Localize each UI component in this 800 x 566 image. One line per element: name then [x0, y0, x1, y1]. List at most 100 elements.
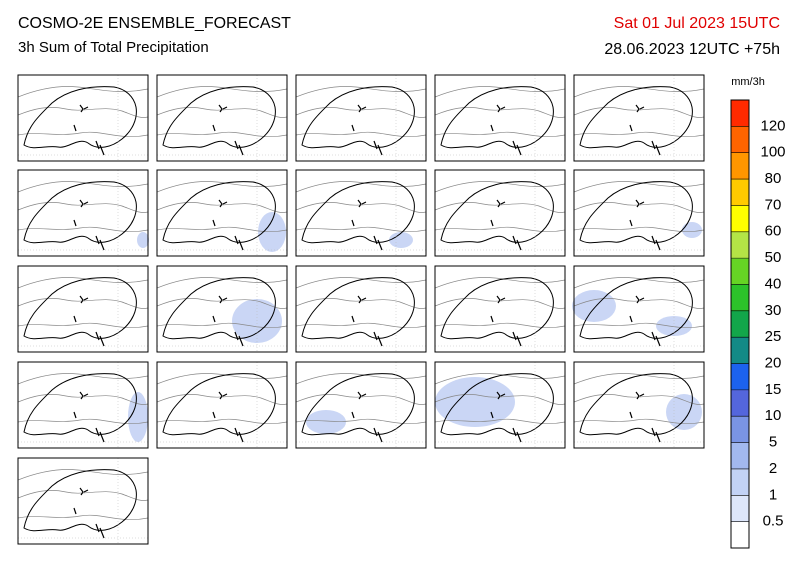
panel-background: [435, 170, 565, 256]
panel-background: [574, 170, 704, 256]
colorbar-label: 70: [765, 196, 782, 213]
precip-area: [306, 410, 346, 434]
panels: [17, 74, 705, 545]
map-panel: [156, 361, 288, 449]
panel-background: [18, 170, 148, 256]
map-panel: [434, 169, 566, 257]
colorbar-label: 80: [765, 170, 782, 187]
colorbar-label: 0.5: [763, 513, 784, 530]
panel-frame: [295, 361, 427, 449]
colorbar-swatch: [731, 205, 749, 232]
panel-background: [435, 75, 565, 161]
colorbar-label: 50: [765, 249, 782, 266]
panel-frame: [156, 361, 288, 449]
colorbar-label: 10: [765, 407, 782, 424]
precip-area: [389, 232, 413, 248]
panel-background: [296, 362, 426, 448]
panel-frame: [573, 265, 705, 353]
map-panel: [17, 169, 149, 257]
map-panel: [573, 74, 705, 162]
colorbar-swatch: [731, 521, 749, 548]
map-panel: [434, 74, 566, 162]
panel-frame: [434, 265, 566, 353]
map-panel: [156, 74, 288, 162]
map-panel: [156, 169, 288, 257]
map-panel: [434, 361, 566, 449]
map-panel: [17, 74, 149, 162]
panel-background: [157, 75, 287, 161]
map-panel: [573, 169, 705, 257]
precip-area: [137, 232, 149, 248]
colorbar-swatch: [731, 389, 749, 417]
panel-frame: [434, 169, 566, 257]
colorbar-label: 25: [765, 328, 782, 345]
panel-frame: [17, 361, 149, 449]
map-panel: [573, 361, 705, 449]
panel-frame: [17, 74, 149, 162]
precip-area: [435, 377, 515, 427]
colorbar-swatch: [731, 284, 749, 311]
map-panel: [295, 74, 427, 162]
map-panel: [295, 169, 427, 257]
panel-background: [574, 75, 704, 161]
colorbar-label: 30: [765, 302, 782, 319]
colorbar-swatch: [731, 310, 749, 338]
panel-frame: [17, 457, 149, 545]
panel-frame: [295, 169, 427, 257]
colorbar-swatch: [731, 363, 749, 390]
colorbar-label: 5: [769, 434, 777, 451]
colorbar-swatch: [731, 495, 749, 522]
panel-frame: [295, 74, 427, 162]
title: COSMO-2E ENSEMBLE_FORECAST: [18, 15, 291, 32]
precip-area: [572, 290, 616, 322]
map-panel: [295, 361, 427, 449]
colorbar-label: 20: [765, 354, 782, 371]
panel-background: [18, 458, 148, 544]
panel-frame: [156, 74, 288, 162]
colorbar-label: 1: [769, 486, 777, 503]
colorbar-swatch: [731, 468, 749, 496]
map-panel: [572, 265, 705, 353]
map-panel: [17, 457, 149, 545]
subtitle: 3h Sum of Total Precipitation: [18, 39, 209, 56]
colorbar-label: 40: [765, 275, 782, 292]
panel-frame: [573, 361, 705, 449]
panel-background: [296, 75, 426, 161]
colorbar-unit: mm/3h: [731, 76, 765, 88]
panel-frame: [434, 74, 566, 162]
precip-area: [682, 222, 702, 238]
precip-area: [666, 394, 702, 430]
colorbar-swatch: [731, 179, 749, 206]
colorbar-label: 15: [765, 381, 782, 398]
panel-frame: [295, 265, 427, 353]
colorbar-swatch: [731, 100, 749, 127]
colorbar-label: 60: [765, 223, 782, 240]
panel-background: [435, 266, 565, 352]
colorbar-swatch: [731, 442, 749, 469]
colorbar-label: 2: [769, 460, 777, 477]
map-panel: [156, 265, 288, 353]
colorbar-label: 100: [760, 144, 785, 161]
colorbar-swatch: [731, 231, 749, 259]
map-panel: [295, 265, 427, 353]
map-panel: [434, 265, 566, 353]
map-panel: [17, 265, 149, 353]
panel-frame: [17, 265, 149, 353]
panel-frame: [573, 74, 705, 162]
panel-frame: [156, 169, 288, 257]
panel-background: [157, 362, 287, 448]
colorbar-swatch: [731, 258, 749, 285]
panel-background: [296, 266, 426, 352]
panel-frame: [434, 361, 566, 449]
panel-background: [18, 266, 148, 352]
colorbar-swatch: [731, 152, 749, 180]
map-panel: [17, 361, 149, 449]
panel-frame: [573, 169, 705, 257]
colorbar-swatch: [731, 337, 749, 364]
panel-frame: [17, 169, 149, 257]
valid-time: Sat 01 Jul 2023 15UTC: [614, 15, 780, 32]
run-info: 28.06.2023 12UTC +75h: [604, 41, 780, 58]
panel-background: [18, 362, 148, 448]
